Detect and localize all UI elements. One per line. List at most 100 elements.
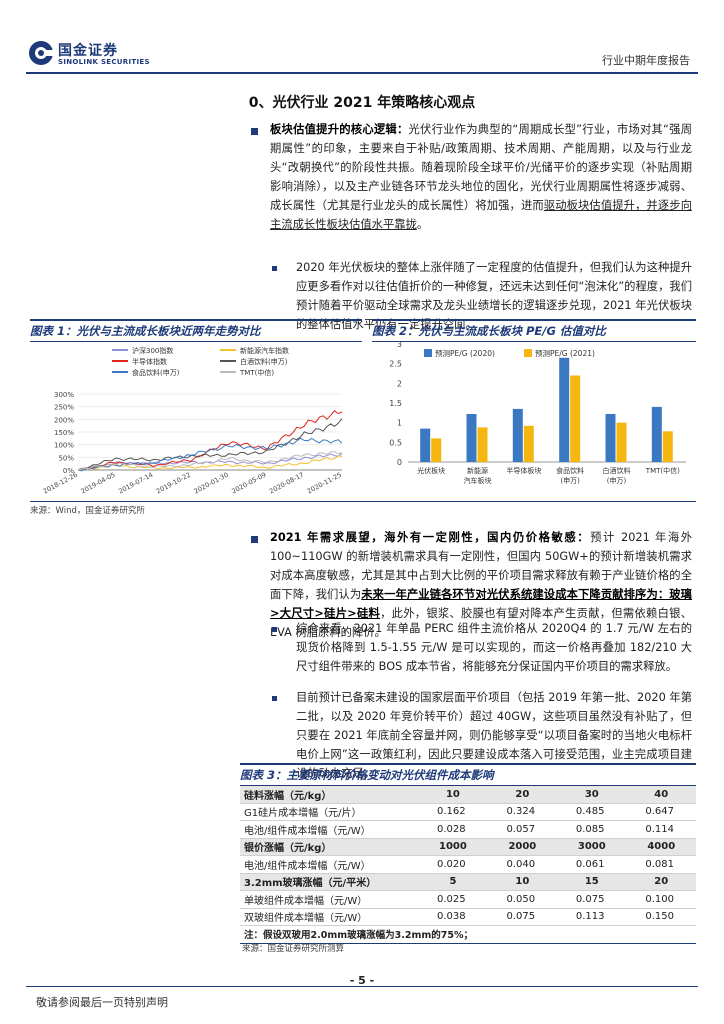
- table-cell: 30: [557, 786, 627, 804]
- table-cell: 0.050: [487, 890, 558, 909]
- table-cell: 0.075: [557, 890, 627, 909]
- table-cell: 15: [557, 873, 627, 891]
- table-row: 电池/组件成本增幅（元/W） 0.028 0.057 0.085 0.114: [240, 820, 696, 839]
- bar: [616, 422, 627, 462]
- legend-swatch: [524, 349, 532, 357]
- table-row: 双玻组件成本增幅（元/W） 0.038 0.075 0.113 0.150: [240, 908, 696, 926]
- bar: [605, 414, 616, 462]
- page-number: - 5 -: [349, 974, 375, 987]
- table-cell: 0.647: [626, 803, 696, 821]
- table-cell: 20: [626, 873, 696, 891]
- footer-divider: [26, 986, 698, 987]
- bar: [662, 431, 673, 462]
- table-cell: 0.100: [626, 890, 696, 909]
- series-line: [77, 410, 343, 471]
- x-tick-label: 2019-10-22: [155, 471, 192, 496]
- table-header-row: 银价涨幅（元/kg） 1000 2000 3000 4000: [240, 838, 696, 856]
- x-tick-label: 2020-11-25: [306, 471, 343, 496]
- table-row: 单玻组件成本增幅（元/W） 0.025 0.050 0.075 0.100: [240, 890, 696, 909]
- legend-label: TMT(中信): [239, 368, 274, 377]
- table-cell: 0.085: [557, 820, 627, 839]
- table-cell: 0.057: [487, 820, 558, 839]
- table-cell: 10: [418, 786, 488, 804]
- legend-label: 预测PE/G (2020): [435, 348, 495, 358]
- table-row-label: 银价涨幅（元/kg）: [240, 838, 419, 856]
- y-tick-label: 1: [397, 419, 402, 428]
- x-tick-label: 2020-05-09: [230, 471, 267, 496]
- para-lead: 2021 年需求展望，海外有一定刚性，国内仍价格敏感：: [270, 531, 591, 544]
- x-category-label: 汽车板块: [464, 476, 492, 485]
- table-cell: 0.028: [418, 820, 488, 839]
- table-cell: 2000: [487, 838, 558, 856]
- paragraph-demand-outlook: 2021 年需求展望，海外有一定刚性，国内仍价格敏感：预计 2021 年海外 1…: [270, 528, 692, 642]
- bar: [431, 438, 442, 462]
- y-tick-label: 0: [397, 458, 402, 467]
- y-tick-label: 300%: [54, 391, 74, 399]
- x-category-label: 食品饮料: [556, 466, 584, 475]
- y-tick-label: 250%: [54, 404, 74, 412]
- table-cell: 0.113: [557, 908, 627, 926]
- legend-label: 半导体指数: [132, 357, 167, 366]
- table-cell: 0.114: [626, 820, 696, 839]
- y-tick-label: 3: [397, 342, 402, 349]
- x-tick-label: 2019-04-05: [80, 471, 117, 496]
- figure-3-source: 来源：国金证券研究所测算: [242, 944, 345, 954]
- x-category-label: 光伏板块: [417, 466, 445, 475]
- bar: [477, 427, 488, 462]
- paragraph-parity-projects: 目前预计已备案未建设的国家层面平价项目（包括 2019 年第一批、2020 年第…: [296, 691, 692, 780]
- para-underlined-text: 驱动板块估值提升，并逐步向主流成长性板块估值水平靠拢: [270, 199, 692, 231]
- legend-label: 白酒饮料(申万): [240, 357, 288, 366]
- table-row: 电池/组件成本增幅（元/W） 0.020 0.040 0.061 0.081: [240, 855, 696, 874]
- table-cell: 0.081: [626, 855, 696, 874]
- figure-1-source: 来源：Wind，国金证券研究所: [30, 506, 145, 516]
- y-tick-label: 100%: [54, 442, 74, 450]
- footer-disclaimer: 敬请参阅最后一页特别声明: [36, 996, 168, 1009]
- para-text: 预计 2021 年海外 100~110GW 的新增装机需求具有一定刚性，但国内 …: [270, 531, 692, 601]
- legend-label: 新能源汽车指数: [240, 346, 289, 355]
- table-row-label: 电池/组件成本增幅（元/W）: [240, 820, 419, 839]
- series-line: [77, 450, 343, 471]
- paragraph-valuation-2020: 2020 年光伏板块的整体上涨伴随了一定程度的估值提升，但我们认为这种提升应更多…: [296, 261, 692, 331]
- table-cell: 0.061: [557, 855, 627, 874]
- series-line: [77, 437, 343, 472]
- bullet-small-icon: [272, 696, 277, 701]
- series-line: [77, 455, 343, 471]
- y-tick-label: 0.5: [389, 438, 402, 447]
- x-category-label: (申万): [560, 476, 580, 485]
- section-title: 0、光伏行业 2021 年策略核心观点: [248, 95, 476, 111]
- legend-label: 沪深300指数: [132, 346, 173, 355]
- table-row-label: G1硅片成本增幅（元/片）: [240, 803, 419, 821]
- bar: [570, 375, 581, 462]
- table-note-row: 注：假设双玻用2.0mm玻璃涨幅为3.2mm的75%；: [240, 925, 696, 944]
- bar: [559, 357, 570, 462]
- logo-text-en: SINOLINK SECURITIES: [58, 58, 150, 66]
- x-tick-label: 2019-07-14: [117, 471, 154, 496]
- table-header-row: 硅料涨幅（元/kg） 10 20 30 40: [240, 786, 696, 804]
- table-cell: 1000: [418, 838, 488, 856]
- table-row-label: 3.2mm玻璃涨幅（元/平米）: [240, 873, 419, 891]
- table-header-row: 3.2mm玻璃涨幅（元/平米） 5 10 15 20: [240, 873, 696, 891]
- series-line: [77, 418, 343, 471]
- bar-chart-peg-comparison: 预测PE/G (2020) 预测PE/G (2021) 0 0.5 1 1.5 2 2.5 3…: [389, 342, 686, 485]
- sinolink-logo-icon: [29, 41, 53, 65]
- material-cost-table: 硅料涨幅（元/kg） 10 20 30 40 G1硅片成本增幅（元/片） 0.162 0.32…: [240, 786, 696, 944]
- x-category-label: (申万): [607, 476, 627, 485]
- legend-label: 食品饮料(申万): [132, 368, 180, 377]
- legend-swatch: [424, 349, 432, 357]
- table-cell: 0.040: [487, 855, 558, 874]
- bar: [512, 408, 523, 462]
- table-cell: 0.150: [626, 908, 696, 926]
- table-cell: 5: [418, 873, 488, 891]
- x-category-label: 半导体板块: [506, 466, 541, 475]
- y-tick-label: 1.5: [389, 399, 402, 408]
- figure-1-title: 图表 1：光伏与主流成长板块近两年走势对比: [30, 319, 362, 342]
- x-tick-label: 2020-08-17: [268, 471, 305, 496]
- bar: [523, 425, 534, 462]
- y-tick-label: 200%: [54, 416, 74, 424]
- table-note: 注：假设双玻用2.0mm玻璃涨幅为3.2mm的75%；: [240, 925, 696, 944]
- header-divider: [26, 72, 698, 74]
- x-category-label: TMT(中信): [645, 466, 680, 475]
- table-cell: 0.020: [418, 855, 488, 874]
- x-tick-label: 2020-01-30: [193, 471, 230, 496]
